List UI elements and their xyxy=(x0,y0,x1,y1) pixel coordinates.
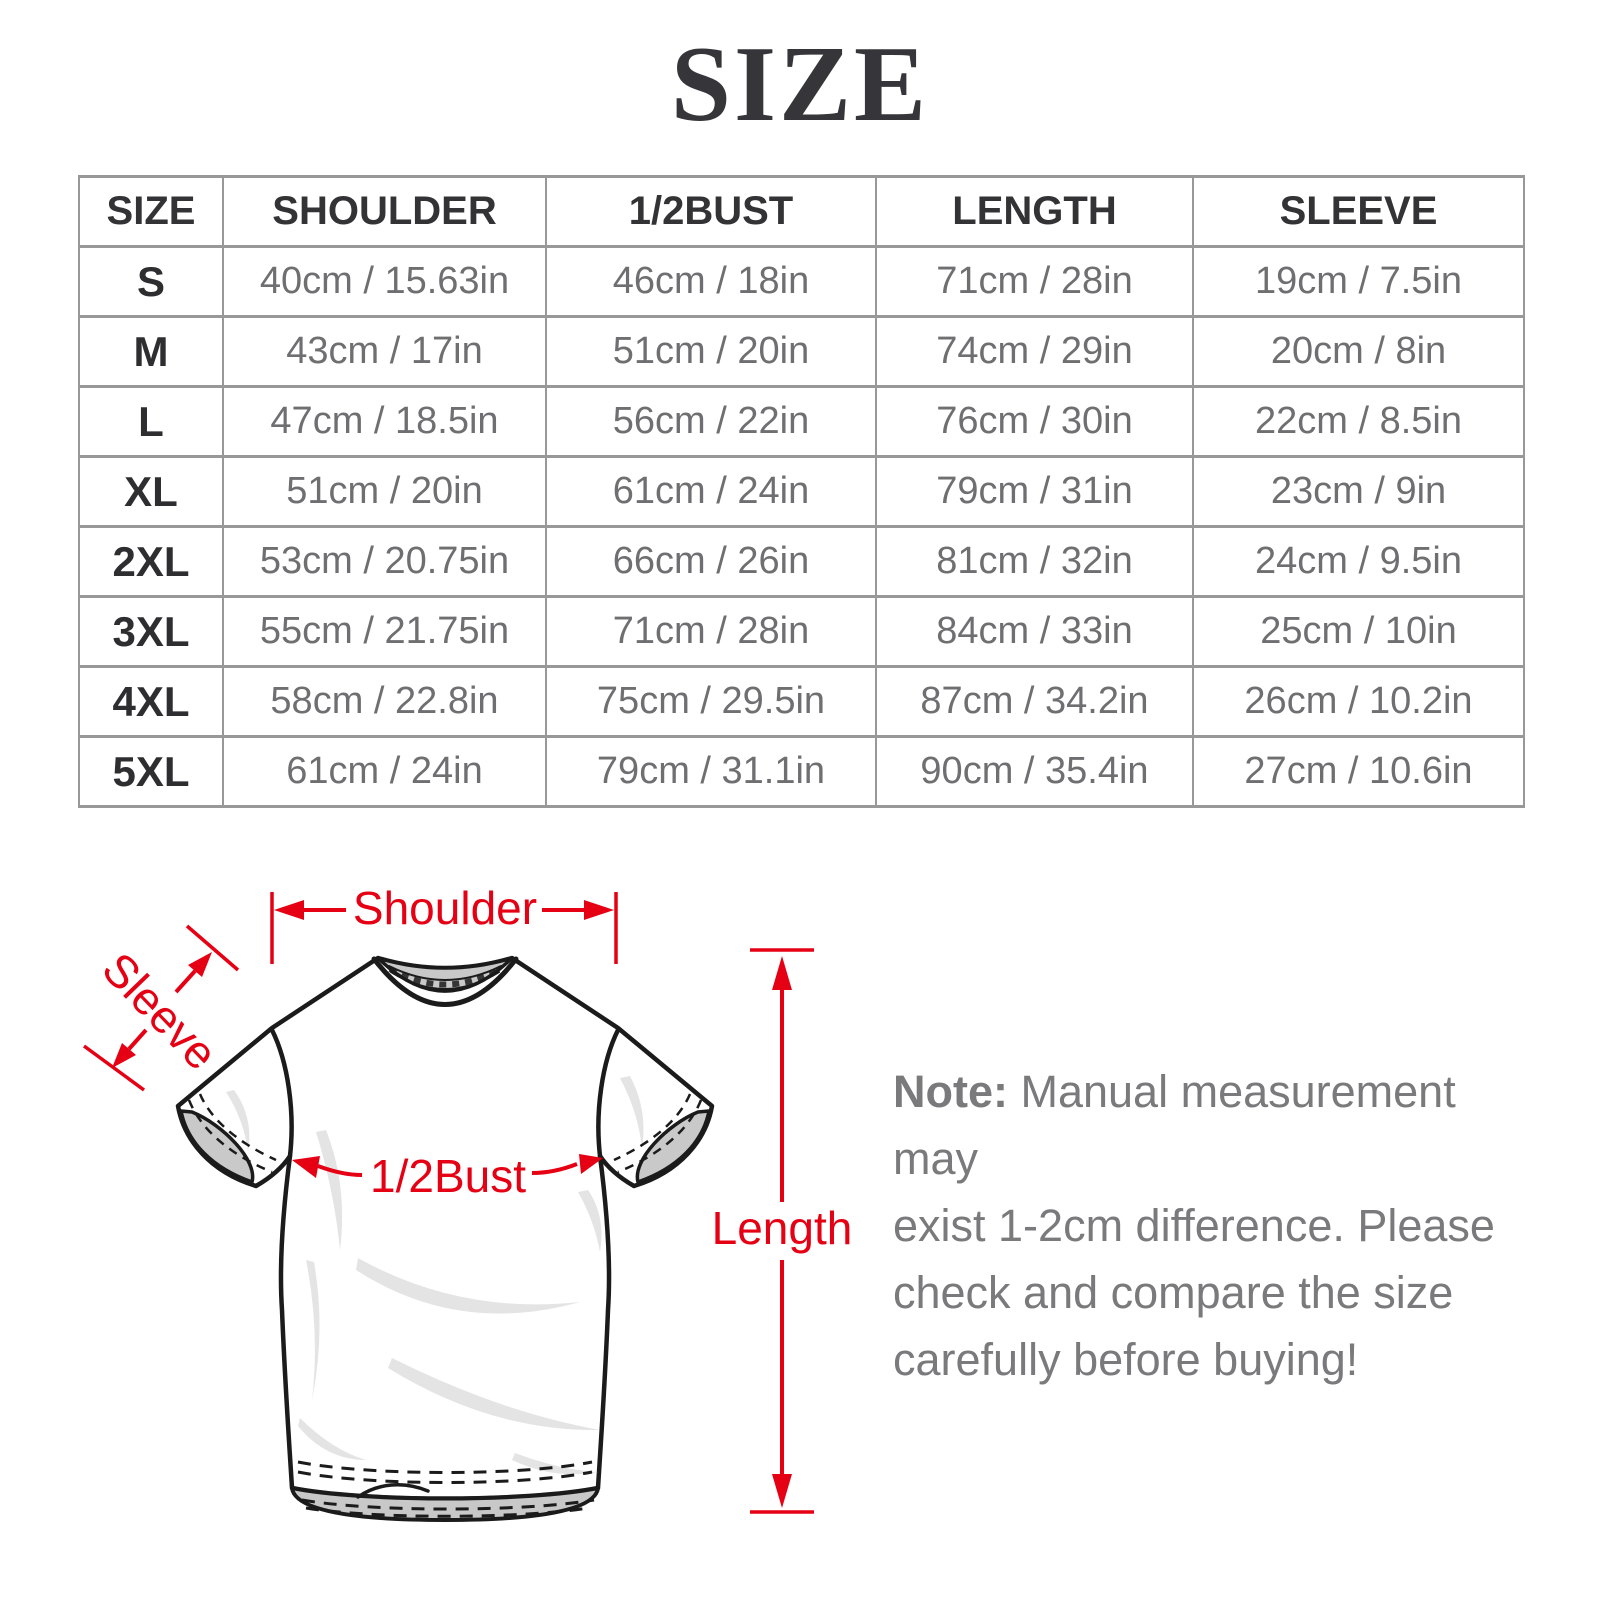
measurement-cell: 55cm / 21.75in xyxy=(222,595,547,668)
shoulder-label: Shoulder xyxy=(353,882,537,934)
measurement-cell: 24cm / 9.5in xyxy=(1192,525,1525,598)
right-sleeve-cuff xyxy=(613,1093,711,1184)
page-title: SIZE xyxy=(670,25,930,144)
measurement-cell: 71cm / 28in xyxy=(875,245,1194,318)
note-line: exist 1-2cm difference. Please xyxy=(893,1200,1495,1251)
tshirt-body-outline xyxy=(175,955,715,1501)
size-cell: XL xyxy=(78,455,224,528)
length-dimension: Length xyxy=(712,948,853,1514)
measurement-cell: 56cm / 22in xyxy=(545,385,877,458)
bottom-hem xyxy=(290,1460,600,1522)
measurement-cell: 87cm / 34.2in xyxy=(875,665,1194,738)
note-label: Note: xyxy=(893,1066,1008,1117)
note-line: carefully before buying! xyxy=(893,1334,1359,1385)
measurement-cell: 23cm / 9in xyxy=(1192,455,1525,528)
measurement-cell: 79cm / 31in xyxy=(875,455,1194,528)
sleeve-dimension: Sleeve xyxy=(82,924,240,1092)
col-header-shoulder: SHOULDER xyxy=(222,175,547,248)
table-row: M 43cm / 17in 51cm / 20in 74cm / 29in 20cm /… xyxy=(78,315,1525,388)
measurement-cell: 84cm / 33in xyxy=(875,595,1194,668)
size-cell: 4XL xyxy=(78,665,224,738)
note-text: Manual measurement may xyxy=(893,1066,1456,1184)
measurement-cell: 22cm / 8.5in xyxy=(1192,385,1525,458)
measurement-note: Note: Manual measurement may exist 1-2cm… xyxy=(893,1058,1503,1393)
col-header-sleeve: SLEEVE xyxy=(1192,175,1525,248)
note-line: Note: Manual measurement may xyxy=(893,1058,1503,1192)
measurement-cell: 81cm / 32in xyxy=(875,525,1194,598)
measurement-cell: 19cm / 7.5in xyxy=(1192,245,1525,318)
tshirt-illustration xyxy=(175,955,715,1522)
table-row: S 40cm / 15.63in 46cm / 18in 71cm / 28in 19c… xyxy=(78,245,1525,318)
measurement-cell: 20cm / 8in xyxy=(1192,315,1525,388)
measurement-cell: 61cm / 24in xyxy=(545,455,877,528)
note-line: check and compare the size xyxy=(893,1267,1454,1318)
measurement-cell: 71cm / 28in xyxy=(545,595,877,668)
size-cell: L xyxy=(78,385,224,458)
measurement-cell: 26cm / 10.2in xyxy=(1192,665,1525,738)
size-table: SIZE SHOULDER 1/2BUST LENGTH SLEEVE S 40c… xyxy=(78,175,1525,808)
table-row: 4XL 58cm / 22.8in 75cm / 29.5in 87cm / 34.2… xyxy=(78,665,1525,738)
size-cell: 2XL xyxy=(78,525,224,598)
table-row: 5XL 61cm / 24in 79cm / 31.1in 90cm / 35.4in… xyxy=(78,735,1525,808)
shoulder-dimension: Shoulder xyxy=(270,882,618,964)
measurement-cell: 66cm / 26in xyxy=(545,525,877,598)
table-row: 2XL 53cm / 20.75in 66cm / 26in 81cm / 32in 2… xyxy=(78,525,1525,598)
collar-rib-stitching xyxy=(388,966,502,988)
measurement-cell: 51cm / 20in xyxy=(545,315,877,388)
tshirt-measurement-diagram: Shoulder Sleeve 1/2Bust xyxy=(82,882,853,1522)
front-neckline xyxy=(371,956,519,1007)
arrow-up-icon xyxy=(772,956,792,990)
col-header-bust: 1/2BUST xyxy=(545,175,877,248)
size-table-header: SIZE SHOULDER 1/2BUST LENGTH SLEEVE xyxy=(78,175,1525,248)
header-row: SIZE SHOULDER 1/2BUST LENGTH SLEEVE xyxy=(78,175,1525,248)
right-armhole-seam xyxy=(596,1027,621,1159)
measurement-cell: 27cm / 10.6in xyxy=(1192,735,1525,808)
measurement-cell: 61cm / 24in xyxy=(222,735,547,808)
arrow-right-icon xyxy=(579,1154,603,1174)
size-table-container: SIZE SHOULDER 1/2BUST LENGTH SLEEVE S 40c… xyxy=(78,175,1525,808)
measurement-cell: 75cm / 29.5in xyxy=(545,665,877,738)
arrow-left-icon xyxy=(292,1156,320,1178)
table-row: XL 51cm / 20in 61cm / 24in 79cm / 31in 23cm … xyxy=(78,455,1525,528)
col-header-length: LENGTH xyxy=(875,175,1194,248)
arrow-right-icon xyxy=(584,900,614,920)
arrow-left-icon xyxy=(274,900,304,920)
arrow-down-left-icon xyxy=(112,1043,136,1068)
measurement-cell: 79cm / 31.1in xyxy=(545,735,877,808)
size-table-body: S 40cm / 15.63in 46cm / 18in 71cm / 28in 19c… xyxy=(78,245,1525,808)
table-row: 3XL 55cm / 21.75in 71cm / 28in 84cm / 33in 2… xyxy=(78,595,1525,668)
collar xyxy=(371,956,519,1007)
bust-label: 1/2Bust xyxy=(370,1150,526,1202)
measurement-cell: 51cm / 20in xyxy=(222,455,547,528)
left-armhole-seam xyxy=(269,1027,294,1159)
size-cell: 3XL xyxy=(78,595,224,668)
bust-dimension: 1/2Bust xyxy=(292,1150,603,1202)
size-cell: M xyxy=(78,315,224,388)
measurement-cell: 90cm / 35.4in xyxy=(875,735,1194,808)
measurement-cell: 43cm / 17in xyxy=(222,315,547,388)
table-row: L 47cm / 18.5in 56cm / 22in 76cm / 30in 22cm… xyxy=(78,385,1525,458)
measurement-cell: 25cm / 10in xyxy=(1192,595,1525,668)
measurement-cell: 58cm / 22.8in xyxy=(222,665,547,738)
size-cell: S xyxy=(78,245,224,318)
measurement-cell: 76cm / 30in xyxy=(875,385,1194,458)
size-cell: 5XL xyxy=(78,735,224,808)
measurement-cell: 40cm / 15.63in xyxy=(222,245,547,318)
arrow-down-icon xyxy=(772,1474,792,1508)
measurement-cell: 53cm / 20.75in xyxy=(222,525,547,598)
col-header-size: SIZE xyxy=(78,175,224,248)
left-sleeve-cuff xyxy=(179,1093,277,1184)
arrow-up-right-icon xyxy=(188,952,212,977)
length-label: Length xyxy=(712,1202,853,1254)
measurement-cell: 46cm / 18in xyxy=(545,245,877,318)
hem-band xyxy=(290,1486,600,1522)
fabric-wrinkles xyxy=(226,1076,644,1475)
measurement-cell: 74cm / 29in xyxy=(875,315,1194,388)
measurement-cell: 47cm / 18.5in xyxy=(222,385,547,458)
